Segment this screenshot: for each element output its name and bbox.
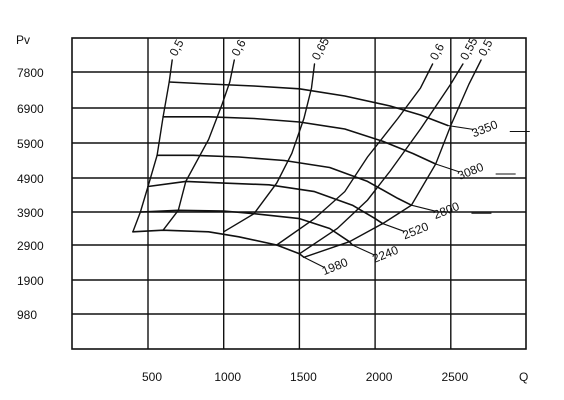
y-tick-label: 1900 [17, 274, 44, 288]
speed-label-leader [303, 256, 325, 268]
efficiency-curve-1 [162, 59, 235, 231]
speed-label: 3350 [470, 117, 500, 140]
y-tick-label: 3900 [17, 206, 44, 220]
speed-label-leader [435, 163, 460, 173]
speed-curve-2520 [147, 180, 384, 225]
speed-label: 2800 [431, 199, 461, 222]
x-tick-label: 500 [142, 370, 162, 384]
efficiency-label: 0,5 [475, 37, 495, 59]
y-tick-label: 6900 [17, 102, 44, 116]
y-axis-label: Pv [16, 33, 30, 47]
speed-curve-2800 [156, 154, 413, 206]
speed-label: 2520 [401, 219, 431, 242]
speed-curve-3080 [162, 116, 437, 165]
x-axis-label: Q [519, 370, 528, 384]
efficiency-label: 0,5 [167, 37, 187, 59]
efficiency-label: 0,6 [427, 41, 447, 63]
speed-curve-3350 [168, 81, 449, 127]
efficiency-curve-0 [132, 59, 173, 233]
y-tick-label: 4900 [17, 172, 44, 186]
speed-label: 1980 [320, 255, 350, 278]
grid [72, 38, 526, 349]
efficiency-curves [132, 59, 482, 258]
y-tick-label: 980 [17, 308, 37, 322]
y-tick-label: 7800 [17, 66, 44, 80]
efficiency-curve-4 [298, 63, 464, 255]
speed-label-leader [447, 124, 474, 131]
speed-curve-2240 [139, 209, 354, 246]
y-tick-label: 5900 [17, 137, 44, 151]
y-tick-label: 2900 [17, 239, 44, 253]
efficiency-curve-3 [276, 63, 434, 246]
speed-label-leader [382, 223, 405, 233]
efficiency-label: 0,65 [309, 35, 332, 62]
x-tick-label: 2000 [366, 370, 393, 384]
speed-label-leader [352, 244, 375, 256]
x-tick-label: 1000 [214, 370, 241, 384]
tick-labels: 500 1000 1500 2000 2500 7800 6900 5900 4900 3900 2… [17, 66, 468, 384]
efficiency-label: 0,6 [229, 37, 249, 59]
speed-label-leader [411, 204, 436, 212]
speed-label: 3080 [456, 160, 486, 183]
x-tick-label: 2500 [441, 370, 468, 384]
efficiency-curve-2 [223, 63, 316, 233]
x-tick-label: 1500 [290, 370, 317, 384]
efficiency-curve-5 [303, 59, 482, 258]
